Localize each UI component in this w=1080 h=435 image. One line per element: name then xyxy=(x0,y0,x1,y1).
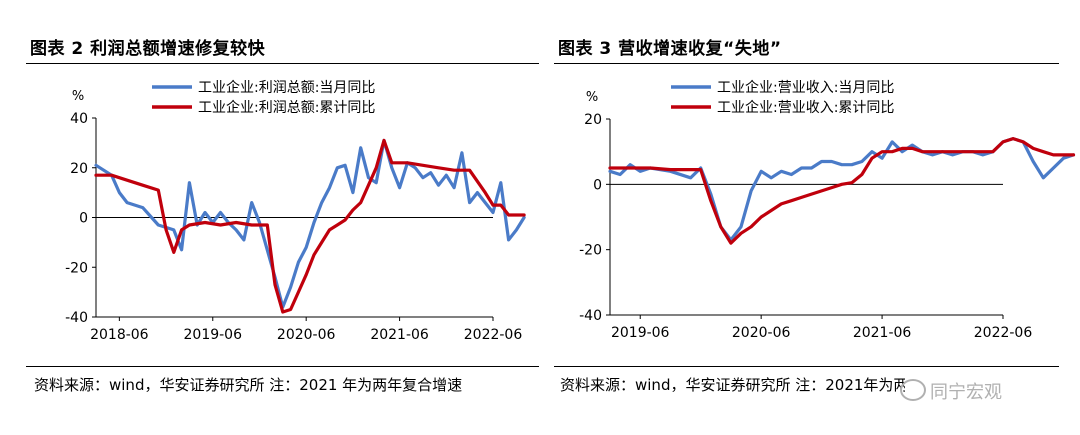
right-chart-y-tick-label: -20 xyxy=(579,243,602,259)
left-figure-panel: 图表 2 利润总额增速修复较快 -40 -20 0 20 40% 2018-06 2019-… xyxy=(26,39,539,394)
right-chart-y-tick-label: 20 xyxy=(584,112,602,128)
right-chart-legend-label: 工业企业:营业收入:累计同比 xyxy=(717,99,894,116)
left-chart-x-tick-label: 2021-06 xyxy=(370,327,429,343)
left-title-rule xyxy=(26,63,539,64)
right-chart-legend-label: 工业企业:营业收入:当月同比 xyxy=(717,79,894,96)
left-chart-y-tick-label: -40 xyxy=(65,310,88,326)
left-chart-y-tick-label: 20 xyxy=(70,161,88,177)
left-chart-y-tick-label: 0 xyxy=(79,211,88,227)
right-figure-title: 图表 3 营收增速收复“失地” xyxy=(558,39,782,59)
left-chart-y-tick-label: 40 xyxy=(70,111,88,127)
right-chart-y-tick-label: 0 xyxy=(593,177,602,193)
left-chart-x-tick-label: 2018-06 xyxy=(90,327,149,343)
left-chart-y-tick-label: -20 xyxy=(65,260,88,276)
left-chart-x-tick-label: 2019-06 xyxy=(184,327,243,343)
right-source-rule xyxy=(554,366,1059,367)
left-source-rule xyxy=(26,366,539,367)
right-title-rule xyxy=(554,63,1059,64)
left-chart-series-cumulative-yoy-line xyxy=(94,138,526,314)
right-chart-y-tick-label: -40 xyxy=(579,308,602,324)
right-line-chart: -40 -20 0 20% 2019-06 2020-06 2021-06 2022-06 工业… xyxy=(579,79,1076,341)
watermark: 同宁宏观 xyxy=(900,378,1002,404)
right-figure-panel: 图表 3 营收增速收复“失地” -40 -20 0 20% 2019-06 2020-06… xyxy=(548,0,1080,435)
left-chart-x-tick-label: 2022-06 xyxy=(464,327,523,343)
left-chart-legend-label: 工业企业:利润总额:累计同比 xyxy=(198,99,375,116)
right-chart-x-tick-label: 2021-06 xyxy=(853,325,912,341)
right-chart-x-tick-label: 2019-06 xyxy=(611,325,670,341)
left-line-chart: -40 -20 0 20 40% 2018-06 2019-06 2020-06 2021-06… xyxy=(65,79,526,343)
right-chart-series-monthly-yoy-line xyxy=(608,137,1076,242)
left-source-note: 资料来源：wind，华安证券研究所 注：2021 年为两年复合增速 xyxy=(34,376,463,394)
right-chart-series-cumulative-yoy-line xyxy=(608,137,1076,245)
right-chart-x-tick-label: 2022-06 xyxy=(974,325,1033,341)
right-chart-y-unit-label: % xyxy=(586,90,598,105)
left-chart-x-tick-label: 2020-06 xyxy=(277,327,336,343)
left-chart-series-monthly-yoy-line xyxy=(94,138,526,309)
left-figure-title: 图表 2 利润总额增速修复较快 xyxy=(30,39,266,59)
left-chart-legend-label: 工业企业:利润总额:当月同比 xyxy=(198,79,375,96)
watermark-text: 同宁宏观 xyxy=(930,382,1002,403)
right-chart-x-tick-label: 2020-06 xyxy=(732,325,791,341)
left-chart-y-unit-label: % xyxy=(72,89,84,104)
wechat-logo-icon xyxy=(900,379,926,401)
